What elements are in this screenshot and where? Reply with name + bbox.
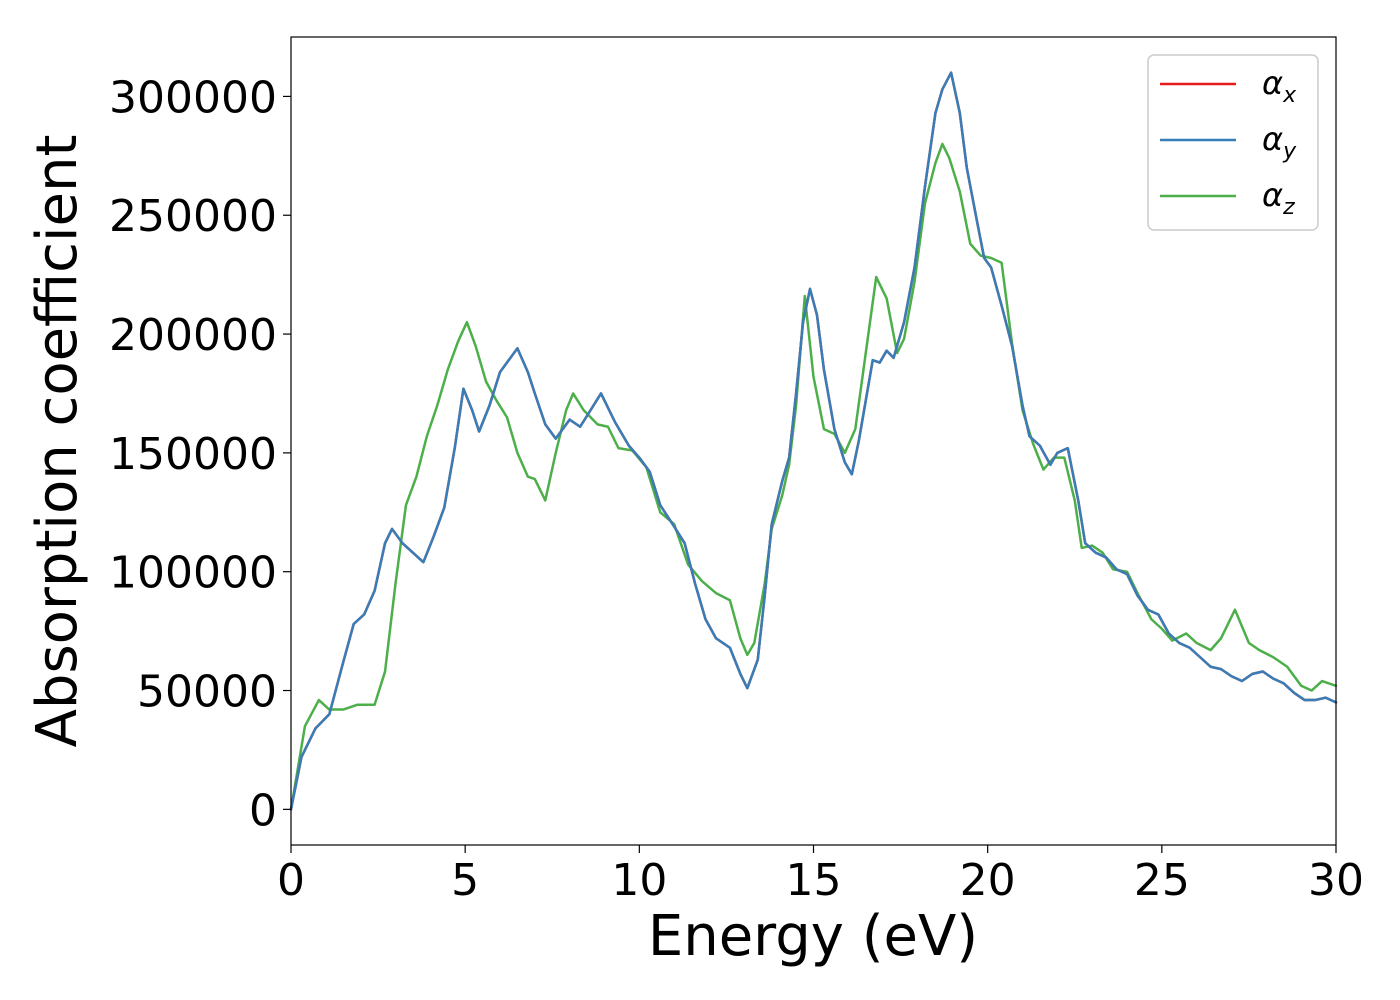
y-tick-label: 0	[249, 785, 277, 836]
legend-label-alpha-y: αy	[1262, 120, 1297, 164]
x-tick-label: 10	[611, 855, 667, 906]
series-line-alpha-y	[289, 71, 1338, 811]
y-tick-label: 100000	[109, 548, 277, 599]
y-tick-label: 250000	[109, 191, 277, 242]
legend-label-alpha-z: αz	[1262, 176, 1295, 220]
x-tick-label: 15	[786, 855, 842, 906]
legend-label-alpha-x: αx	[1262, 64, 1297, 108]
legend: αx αy αz	[1147, 54, 1319, 231]
y-tick-label: 300000	[109, 72, 277, 123]
x-axis-ticks: 0 5 10 15 20 25 30	[277, 845, 1364, 906]
y-axis-title: Absorption coefficient	[25, 135, 90, 748]
x-axis-title: Energy (eV)	[648, 904, 978, 969]
x-tick-label: 0	[277, 855, 305, 906]
x-tick-label: 25	[1134, 855, 1190, 906]
series-layer	[289, 71, 1338, 811]
y-tick-label: 200000	[109, 310, 277, 361]
legend-box	[1147, 54, 1319, 231]
x-tick-label: 30	[1308, 855, 1364, 906]
y-tick-label: 150000	[109, 429, 277, 480]
x-tick-label: 20	[960, 855, 1016, 906]
x-tick-label: 5	[451, 855, 479, 906]
y-axis-ticks: 0 50000 100000 150000 200000 250000 300000	[109, 72, 291, 836]
y-tick-label: 50000	[137, 667, 277, 718]
